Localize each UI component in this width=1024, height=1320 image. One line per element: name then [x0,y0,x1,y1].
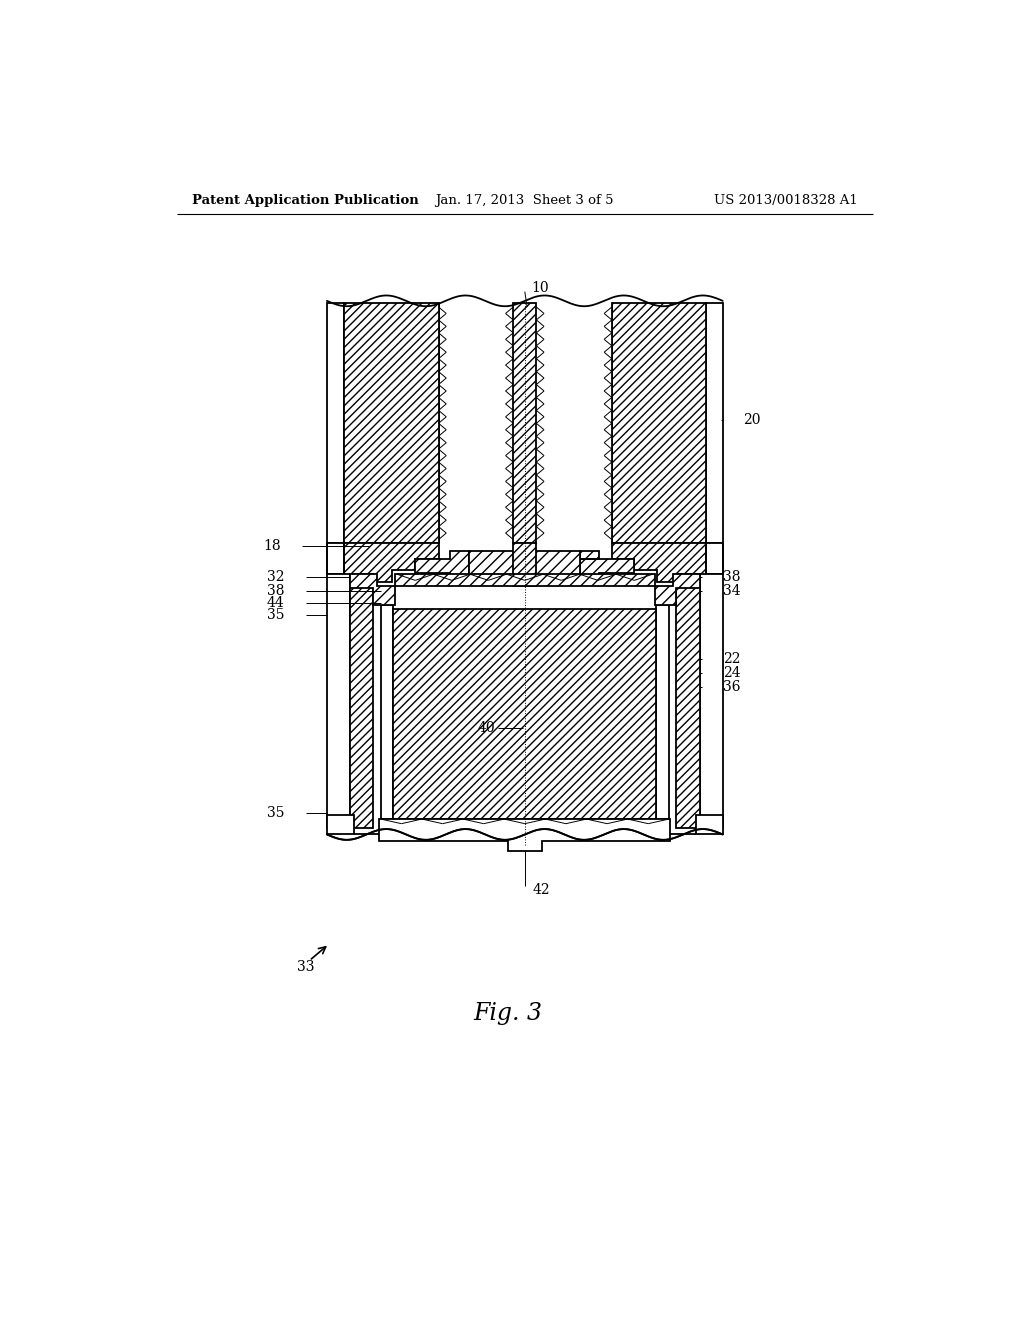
Polygon shape [344,304,438,544]
Text: 35: 35 [267,807,285,820]
Polygon shape [344,544,438,582]
Polygon shape [581,552,634,582]
Polygon shape [381,605,393,818]
Text: 42: 42 [532,883,550,896]
Polygon shape [469,552,581,582]
Polygon shape [680,544,723,574]
Text: 34: 34 [724,585,741,598]
Text: 10: 10 [531,281,549,294]
Polygon shape [699,574,723,829]
Polygon shape [327,816,354,834]
Text: 44: 44 [267,597,285,610]
Polygon shape [695,816,723,834]
Text: 38: 38 [724,569,741,583]
Text: 35: 35 [267,609,285,622]
Polygon shape [677,574,699,829]
Polygon shape [379,818,671,851]
Text: 38: 38 [267,585,285,598]
Text: Jan. 17, 2013  Sheet 3 of 5: Jan. 17, 2013 Sheet 3 of 5 [435,194,614,207]
Polygon shape [655,574,699,605]
Text: 22: 22 [724,652,741,665]
Polygon shape [513,304,537,544]
Text: Fig. 3: Fig. 3 [473,1002,543,1024]
Polygon shape [327,544,370,574]
Text: 18: 18 [263,539,281,553]
Polygon shape [394,574,655,586]
Polygon shape [706,304,723,544]
Polygon shape [611,304,706,544]
Text: US 2013/0018328 A1: US 2013/0018328 A1 [714,194,857,207]
Text: 36: 36 [724,680,741,693]
Polygon shape [416,552,469,582]
Polygon shape [327,574,350,829]
Polygon shape [611,544,706,582]
Polygon shape [513,544,537,586]
Text: 32: 32 [267,569,285,583]
Polygon shape [393,609,656,818]
Polygon shape [350,574,373,829]
Text: 40: 40 [477,721,496,735]
Polygon shape [656,605,669,818]
Text: 24: 24 [724,665,741,680]
Polygon shape [350,574,394,605]
Text: 20: 20 [742,413,760,428]
Text: 33: 33 [297,960,314,974]
Polygon shape [327,304,344,544]
Text: Patent Application Publication: Patent Application Publication [193,194,419,207]
